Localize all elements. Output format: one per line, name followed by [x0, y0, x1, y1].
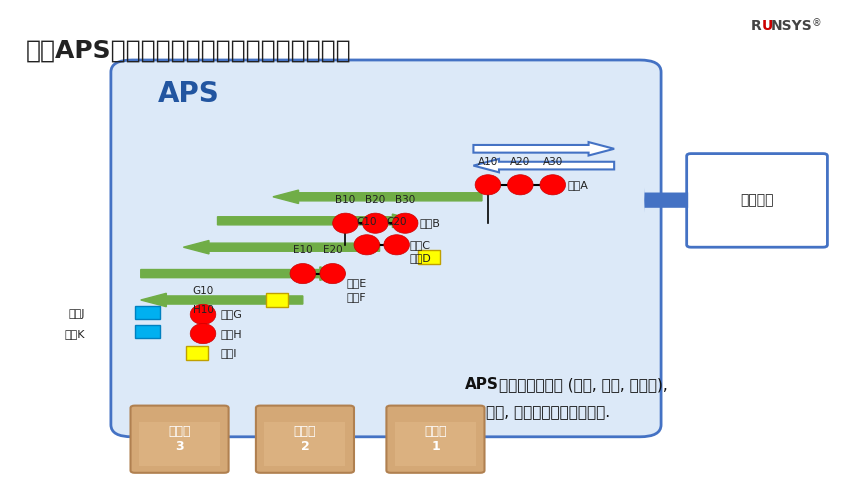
Text: 供应商
1: 供应商 1 [423, 425, 446, 453]
FancyBboxPatch shape [186, 346, 208, 360]
Text: A10: A10 [477, 156, 498, 167]
Text: 同步去使用资源 (机台, 班组, 工模具),: 同步去使用资源 (机台, 班组, 工模具), [498, 377, 667, 392]
FancyBboxPatch shape [135, 325, 160, 338]
Text: B10: B10 [335, 195, 355, 205]
Ellipse shape [354, 235, 379, 255]
Ellipse shape [383, 235, 409, 255]
FancyBboxPatch shape [135, 306, 160, 319]
Ellipse shape [290, 264, 315, 284]
Ellipse shape [332, 213, 358, 233]
FancyBboxPatch shape [386, 406, 484, 473]
Ellipse shape [190, 324, 216, 344]
Text: 供应商
2: 供应商 2 [293, 425, 316, 453]
FancyBboxPatch shape [266, 293, 288, 307]
Text: 物料F: 物料F [346, 292, 366, 301]
Text: 物料J: 物料J [69, 310, 85, 319]
Ellipse shape [362, 213, 388, 233]
Text: NSYS: NSYS [770, 19, 812, 33]
Text: 物料H: 物料H [220, 329, 241, 338]
Text: 物料C: 物料C [409, 240, 430, 250]
Text: 物料K: 物料K [65, 329, 85, 338]
Text: 物料E: 物料E [346, 278, 366, 288]
Text: 客户订单: 客户订单 [740, 193, 773, 207]
FancyBboxPatch shape [394, 422, 475, 466]
Text: B30: B30 [394, 195, 415, 205]
Text: 物料I: 物料I [220, 348, 236, 358]
Text: APS: APS [464, 377, 498, 392]
FancyBboxPatch shape [111, 60, 660, 437]
Text: U: U [761, 19, 772, 33]
Text: C10: C10 [356, 216, 377, 227]
Text: A20: A20 [509, 156, 530, 167]
FancyBboxPatch shape [139, 422, 220, 466]
FancyBboxPatch shape [130, 406, 228, 473]
Text: 物料G: 物料G [220, 310, 242, 319]
Text: APS: APS [158, 80, 219, 108]
Ellipse shape [539, 175, 565, 195]
Text: 库存, 和供应去满足客户需求.: 库存, 和供应去满足客户需求. [486, 406, 610, 420]
FancyArrow shape [183, 240, 379, 254]
Text: E10: E10 [292, 245, 313, 255]
Text: 物料B: 物料B [419, 218, 440, 228]
FancyBboxPatch shape [417, 250, 440, 264]
FancyBboxPatch shape [256, 406, 354, 473]
Text: R: R [750, 19, 761, 33]
FancyArrow shape [273, 190, 481, 204]
Ellipse shape [392, 213, 417, 233]
Text: 物料D: 物料D [409, 253, 430, 263]
Text: E20: E20 [322, 245, 343, 255]
Text: 物料A: 物料A [567, 180, 587, 190]
Ellipse shape [320, 264, 345, 284]
Text: 供应商
3: 供应商 3 [168, 425, 191, 453]
Text: A30: A30 [542, 156, 562, 167]
Text: G10: G10 [193, 286, 213, 296]
Text: H10: H10 [193, 305, 213, 315]
Ellipse shape [190, 304, 216, 324]
Text: C20: C20 [386, 216, 406, 227]
Ellipse shape [507, 175, 532, 195]
FancyArrow shape [141, 293, 302, 307]
FancyBboxPatch shape [264, 422, 345, 466]
Text: B20: B20 [365, 195, 385, 205]
FancyBboxPatch shape [686, 154, 826, 247]
Text: 内置APS计划的优化，提高产出和设备利用率: 内置APS计划的优化，提高产出和设备利用率 [26, 38, 351, 62]
FancyArrow shape [473, 159, 613, 172]
FancyArrow shape [141, 267, 345, 280]
Text: ®: ® [811, 18, 820, 28]
FancyArrow shape [217, 214, 417, 228]
FancyArrow shape [473, 142, 613, 156]
Ellipse shape [475, 175, 500, 195]
